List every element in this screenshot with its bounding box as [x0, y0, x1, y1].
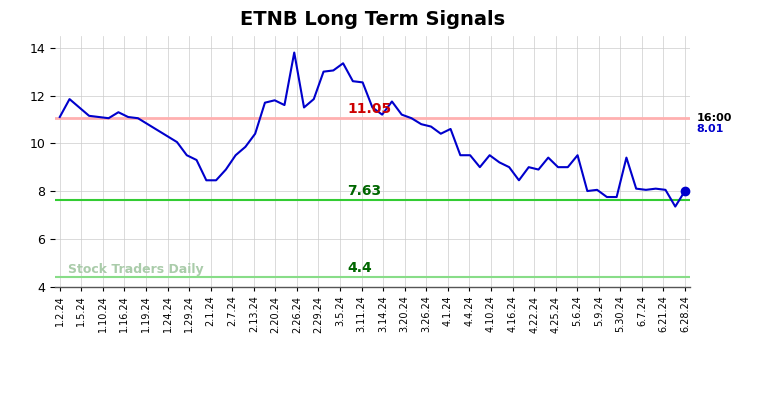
Text: 8.01: 8.01 — [696, 124, 724, 134]
Text: 7.63: 7.63 — [347, 184, 381, 198]
Title: ETNB Long Term Signals: ETNB Long Term Signals — [240, 10, 505, 29]
Text: 16:00: 16:00 — [696, 113, 731, 123]
Text: Stock Traders Daily: Stock Traders Daily — [67, 263, 203, 276]
Text: 11.05: 11.05 — [347, 102, 391, 116]
Text: 4.4: 4.4 — [347, 261, 372, 275]
